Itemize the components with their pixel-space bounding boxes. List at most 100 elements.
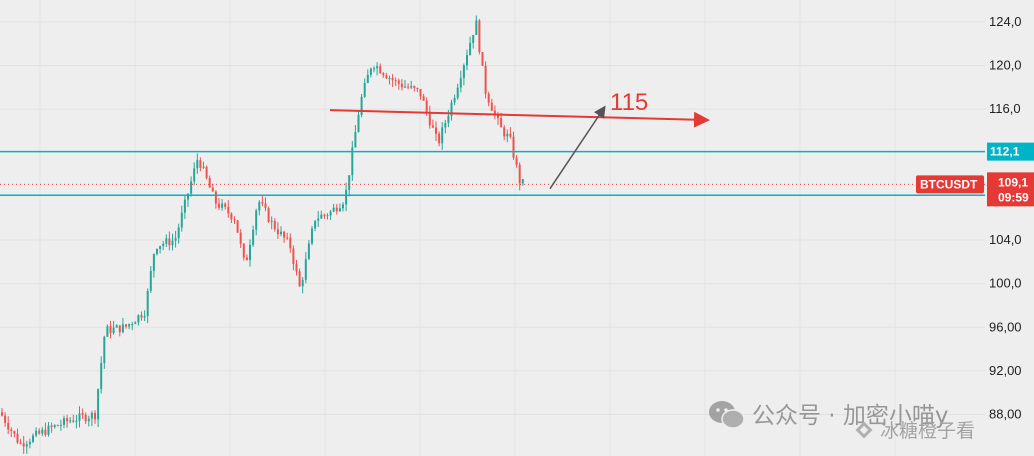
candle-body [59, 424, 62, 426]
last-price-text: 109,1 [998, 175, 1028, 189]
candle-body [459, 78, 462, 88]
candle-body [484, 65, 487, 94]
candle-body [385, 75, 388, 79]
candle-body [453, 97, 456, 103]
y-tick-label: 104,0 [989, 232, 1022, 247]
candle-body [354, 132, 357, 148]
candle-body [481, 52, 484, 66]
candle-body [394, 80, 397, 82]
candle-body [75, 420, 78, 422]
candle-body [286, 237, 289, 239]
candle-body [348, 175, 351, 190]
candle-body [146, 290, 149, 317]
candle-body [165, 238, 168, 244]
candle-body [233, 219, 236, 221]
y-tick-label: 100,0 [989, 276, 1022, 291]
candle-body [143, 316, 146, 318]
candle-body [149, 270, 152, 291]
candle-body [249, 244, 251, 261]
candle-body [211, 187, 214, 192]
candle-body [258, 201, 261, 211]
candle-body [407, 86, 410, 88]
candle-body [134, 322, 137, 325]
candle-body [32, 435, 34, 442]
candle-body [162, 243, 165, 246]
candle-body [283, 231, 286, 238]
candle-body [218, 203, 220, 208]
candle-body [140, 315, 143, 318]
price-axis: 124,0 120,0 116,0 104,0 100,0 96,00 92,00 88,00 [989, 14, 1022, 422]
binance-icon [855, 421, 873, 439]
candle-body [44, 429, 47, 435]
candle-body [329, 211, 332, 216]
candle-body [369, 68, 372, 75]
candle-body [137, 315, 140, 323]
candle-body [25, 444, 28, 447]
candle-body [304, 259, 307, 280]
candle-body [87, 418, 90, 422]
candle-body [410, 86, 413, 88]
candle-body [7, 422, 10, 430]
candle-body [413, 86, 416, 89]
candle-body [435, 127, 437, 134]
candle-body [360, 96, 363, 115]
wechat-icon [709, 401, 745, 429]
candle-body [1, 412, 3, 416]
candle-body [252, 229, 255, 245]
candle-body [490, 102, 493, 111]
y-tick-label: 96,00 [989, 319, 1022, 334]
candle-body [311, 228, 313, 244]
candle-body [81, 413, 84, 415]
candle-body [441, 127, 444, 144]
candle-body [187, 193, 189, 200]
candle-body [112, 327, 115, 334]
candle-body [261, 201, 264, 204]
candle-body [280, 231, 282, 235]
candle-body [503, 127, 506, 137]
candle-body [35, 430, 38, 436]
candle-body [94, 412, 96, 420]
candle-body [351, 147, 354, 176]
candle-body [521, 178, 524, 184]
candle-body [199, 160, 202, 168]
candle-body [276, 229, 279, 235]
candle-body [506, 133, 509, 137]
candle-body [193, 168, 196, 182]
candle-body [255, 210, 258, 230]
candle-body [518, 164, 521, 184]
candle-body [28, 441, 31, 445]
countdown-text: 09:59 [998, 190, 1029, 204]
candle-body [4, 415, 7, 423]
candle-body [72, 420, 75, 422]
candle-body [317, 218, 320, 221]
candle-body [475, 20, 478, 35]
candle-body [376, 66, 379, 69]
candle-body [63, 418, 65, 425]
candle-body [177, 227, 180, 239]
candle-body [472, 34, 475, 43]
candle-body [391, 77, 394, 81]
candle-body [295, 263, 298, 272]
candle-body [115, 325, 118, 328]
level-price-text: 112,1 [990, 145, 1020, 159]
candle-body [428, 111, 431, 126]
candle-body [152, 254, 155, 271]
candle-body [196, 160, 199, 169]
candle-body [270, 220, 273, 222]
candle-body [469, 42, 472, 55]
candle-body [168, 238, 171, 246]
candle-body [444, 122, 447, 128]
candle-body [214, 191, 217, 204]
candle-body [171, 240, 174, 246]
symbol-text: BTCUSDT [920, 177, 978, 191]
candle-body [447, 115, 450, 123]
candle-body [190, 181, 193, 194]
candle-body [400, 83, 403, 88]
candle-body [497, 114, 499, 119]
candle-body [16, 433, 19, 443]
candle-body [323, 214, 326, 216]
candle-body [373, 68, 375, 70]
candle-body [38, 430, 41, 434]
